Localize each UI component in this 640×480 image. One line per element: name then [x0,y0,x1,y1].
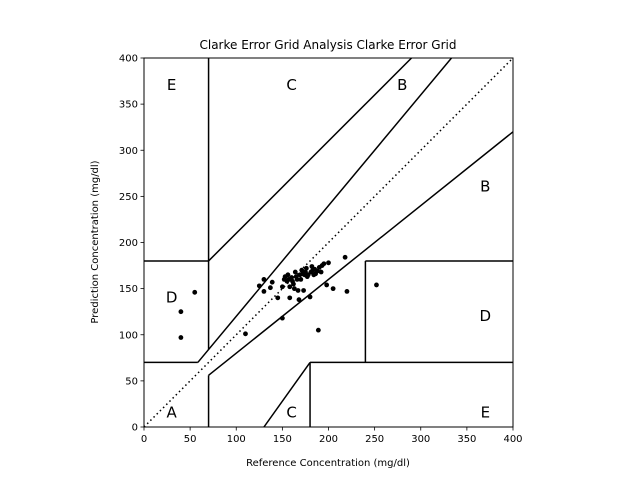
y-tick-label: 0 [132,423,138,434]
plot-area: A B B C C D D E E [143,57,514,428]
y-tick-label: 100 [119,330,138,341]
data-point [330,286,336,292]
data-point [342,254,348,260]
y-tick-label: 50 [125,376,138,387]
zone-label-c: C [286,404,296,422]
y-tick-label: 350 [119,100,138,111]
zone-label-c: C [286,76,296,94]
zone-label-b: B [480,178,490,196]
x-tick-label: 50 [184,434,197,445]
data-point [374,282,379,288]
data-point [267,285,273,291]
zone-boundary-line [208,131,513,376]
zone-boundary-line [208,58,413,262]
x-tick-label: 400 [503,434,522,445]
data-points [178,254,379,340]
data-point [279,284,285,290]
data-point [292,269,298,275]
zone-boundary-line [197,58,453,363]
data-point [178,335,184,340]
data-point [324,282,330,288]
x-tick-label: 250 [365,434,384,445]
data-point [294,277,300,282]
zone-label-b: B [397,76,407,94]
y-axis: 0 50 100 150 200 250 300 350 400 [119,54,144,434]
identity-line [144,58,513,427]
data-point [301,288,306,293]
data-point [299,267,305,273]
data-point [178,309,184,315]
zone-label-a: A [167,404,178,422]
data-point [192,289,198,295]
data-point [243,331,248,337]
y-tick-label: 400 [119,54,138,65]
data-point [269,279,275,285]
chart-title: Clarke Error Grid Analysis Clarke Error … [199,38,456,52]
data-point [285,272,291,278]
data-point [261,288,267,294]
data-point [326,260,331,266]
data-point [279,315,285,321]
x-axis: 0 50 100 150 200 250 300 350 400 [141,427,523,445]
x-tick-label: 300 [411,434,430,445]
x-axis-label: Reference Concentration (mg/dl) [246,458,410,469]
data-point [303,265,309,271]
x-tick-label: 0 [141,434,147,445]
data-point [287,284,293,290]
x-tick-label: 200 [319,434,338,445]
x-tick-label: 350 [457,434,476,445]
zone-label-d: D [166,288,178,306]
data-point [315,327,321,333]
data-point [315,268,320,274]
data-point [289,275,294,280]
zone-labels: A B B C C D D E E [166,76,491,421]
data-point [287,295,293,301]
y-axis-label: Prediction Concentration (mg/dl) [90,160,101,323]
data-point [291,286,297,292]
data-point [318,269,324,275]
x-tick-label: 100 [227,434,246,445]
data-point [344,288,350,294]
data-point [296,297,302,303]
data-point [256,283,262,289]
y-tick-label: 150 [119,284,138,295]
zone-label-d: D [480,307,492,325]
data-point [295,288,301,293]
y-tick-label: 200 [119,238,138,249]
zone-label-e: E [481,404,490,422]
y-tick-label: 250 [119,192,138,203]
data-point [298,277,304,282]
data-point [321,261,327,267]
y-tick-label: 300 [119,146,138,157]
zone-lines [144,58,513,427]
zone-label-e: E [167,76,176,94]
data-point [261,277,267,282]
zone-boundary-line [263,361,311,427]
x-tick-label: 150 [273,434,292,445]
data-point [275,295,281,301]
data-point [307,294,313,300]
data-point [291,281,296,287]
